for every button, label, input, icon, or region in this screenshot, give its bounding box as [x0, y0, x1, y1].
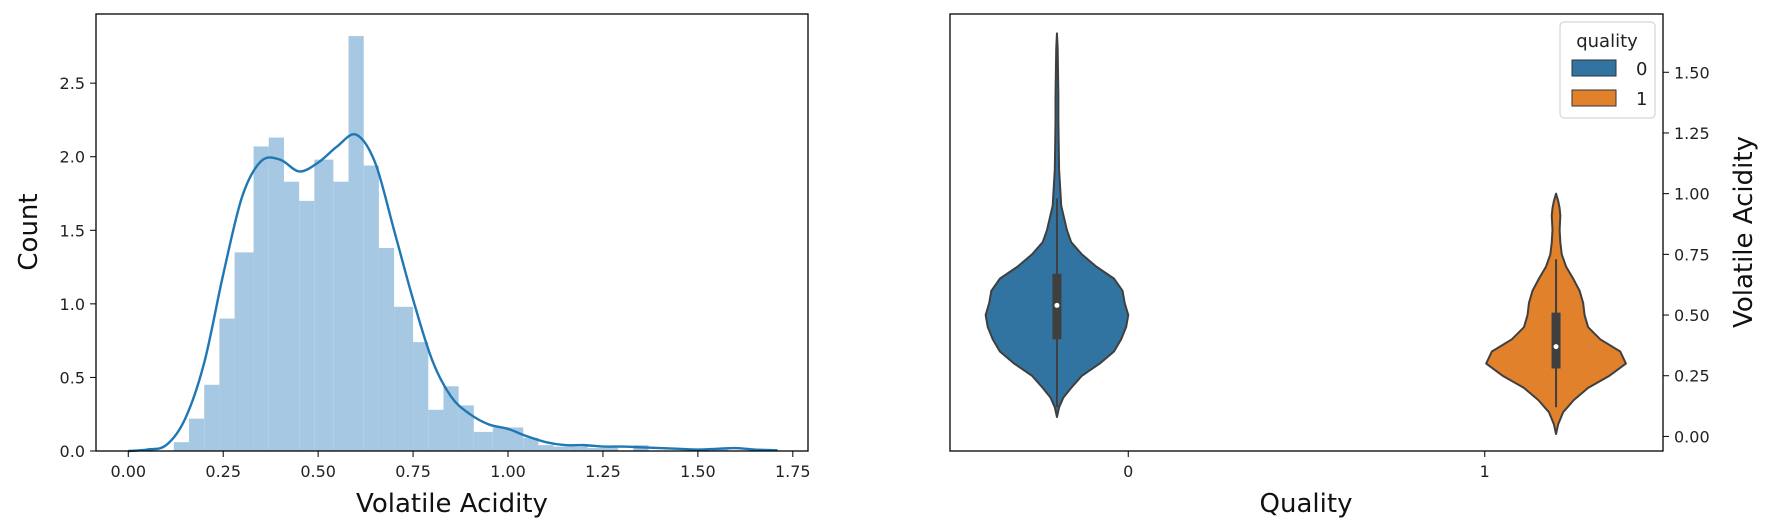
legend-swatch-1: [1571, 89, 1617, 107]
kde-line: [128, 133, 778, 453]
legend-title: quality: [1576, 31, 1638, 52]
legend-label-0: 0: [1636, 59, 1647, 80]
histogram-bar: [413, 342, 429, 451]
violin-y-ticks: 0.00 0.25 0.50 0.75 1.00 1.25 1.50: [1663, 63, 1710, 446]
hist-y-tick-label: 1.0: [60, 295, 85, 314]
hist-y-tick-label: 0.5: [60, 368, 85, 387]
violin-y-tick-label: 0.50: [1674, 306, 1710, 325]
histogram-bar: [204, 384, 220, 451]
histogram-bar: [189, 418, 205, 451]
histogram-bar: [299, 200, 315, 451]
violin-y-tick-label: 0.25: [1674, 367, 1710, 386]
violin-x-tick-label: 1: [1480, 462, 1490, 481]
histogram-bar: [333, 181, 349, 452]
violin-median-1: [1553, 344, 1559, 350]
hist-x-tick-label: 0.75: [395, 462, 431, 481]
histogram-bar: [458, 405, 474, 451]
histogram-bar: [473, 431, 493, 451]
hist-y-tick-label: 2.0: [60, 148, 85, 167]
histogram-bar: [394, 306, 414, 451]
violin-y-tick-label: 0.00: [1674, 427, 1710, 446]
violin-median-0: [1054, 302, 1060, 308]
legend: quality 0 1: [1559, 21, 1656, 119]
histogram-bar: [428, 409, 444, 451]
violin-iqr-box-1: [1551, 312, 1561, 369]
histogram-bar: [348, 36, 364, 451]
hist-x-axis-title: Volatile Acidity: [356, 489, 548, 519]
histogram-bar: [553, 446, 569, 451]
histogram-bar: [234, 252, 254, 451]
violin-y-tick-label: 0.75: [1674, 245, 1710, 264]
histogram-bar: [253, 146, 269, 451]
hist-axes-frame: [95, 13, 809, 452]
histogram-bar: [568, 446, 588, 451]
hist-y-axis-title: Count: [14, 193, 44, 270]
histogram-bar: [363, 165, 379, 451]
hist-x-tick-label: 1.75: [775, 462, 811, 481]
violin-y-tick-label: 1.00: [1674, 185, 1710, 204]
hist-x-ticks: 0.00 0.25 0.50 0.75 1.00 1.25 1.50 1.75: [110, 451, 811, 481]
violin-x-axis-title: Quality: [1260, 489, 1353, 519]
legend-swatch-0: [1571, 59, 1617, 77]
histogram-bar: [492, 427, 509, 451]
violin-y-tick-label: 1.50: [1674, 63, 1710, 82]
hist-x-tick-label: 0.00: [110, 462, 146, 481]
hist-y-tick-label: 1.5: [60, 221, 85, 240]
histogram-bar: [219, 318, 235, 451]
violin-axes-frame: [949, 13, 1664, 452]
hist-x-tick-label: 1.00: [490, 462, 526, 481]
histogram-bar: [538, 445, 554, 451]
histogram-bar: [587, 448, 603, 451]
hist-x-tick-label: 1.50: [680, 462, 716, 481]
hist-x-tick-label: 0.25: [205, 462, 241, 481]
histogram-bar: [378, 247, 395, 451]
hist-y-tick-label: 2.5: [60, 74, 85, 93]
hist-x-tick-label: 0.50: [300, 462, 336, 481]
histogram-bar: [268, 137, 284, 452]
hist-y-tick-label: 0.0: [60, 442, 85, 461]
histogram-bar: [314, 159, 334, 451]
histogram-bar: [283, 181, 300, 452]
histogram-bar: [523, 437, 539, 451]
histogram-bars: [173, 36, 729, 452]
violin-y-axis-title: Volatile Acidity: [1729, 136, 1759, 328]
hist-x-tick-label: 1.25: [585, 462, 621, 481]
violins: [984, 32, 1627, 436]
violin-y-tick-label: 1.25: [1674, 124, 1710, 143]
violin-x-tick-label: 0: [1123, 462, 1133, 481]
histogram-bar: [602, 448, 619, 451]
legend-label-1: 1: [1636, 89, 1647, 110]
hist-y-ticks: 0.0 0.5 1.0 1.5 2.0 2.5: [60, 74, 96, 461]
histogram-bar: [173, 442, 190, 451]
histogram-panel: 0.00 0.25 0.50 0.75 1.00 1.25 1.50 1.75 0.0 0.5 1…: [14, 13, 811, 519]
